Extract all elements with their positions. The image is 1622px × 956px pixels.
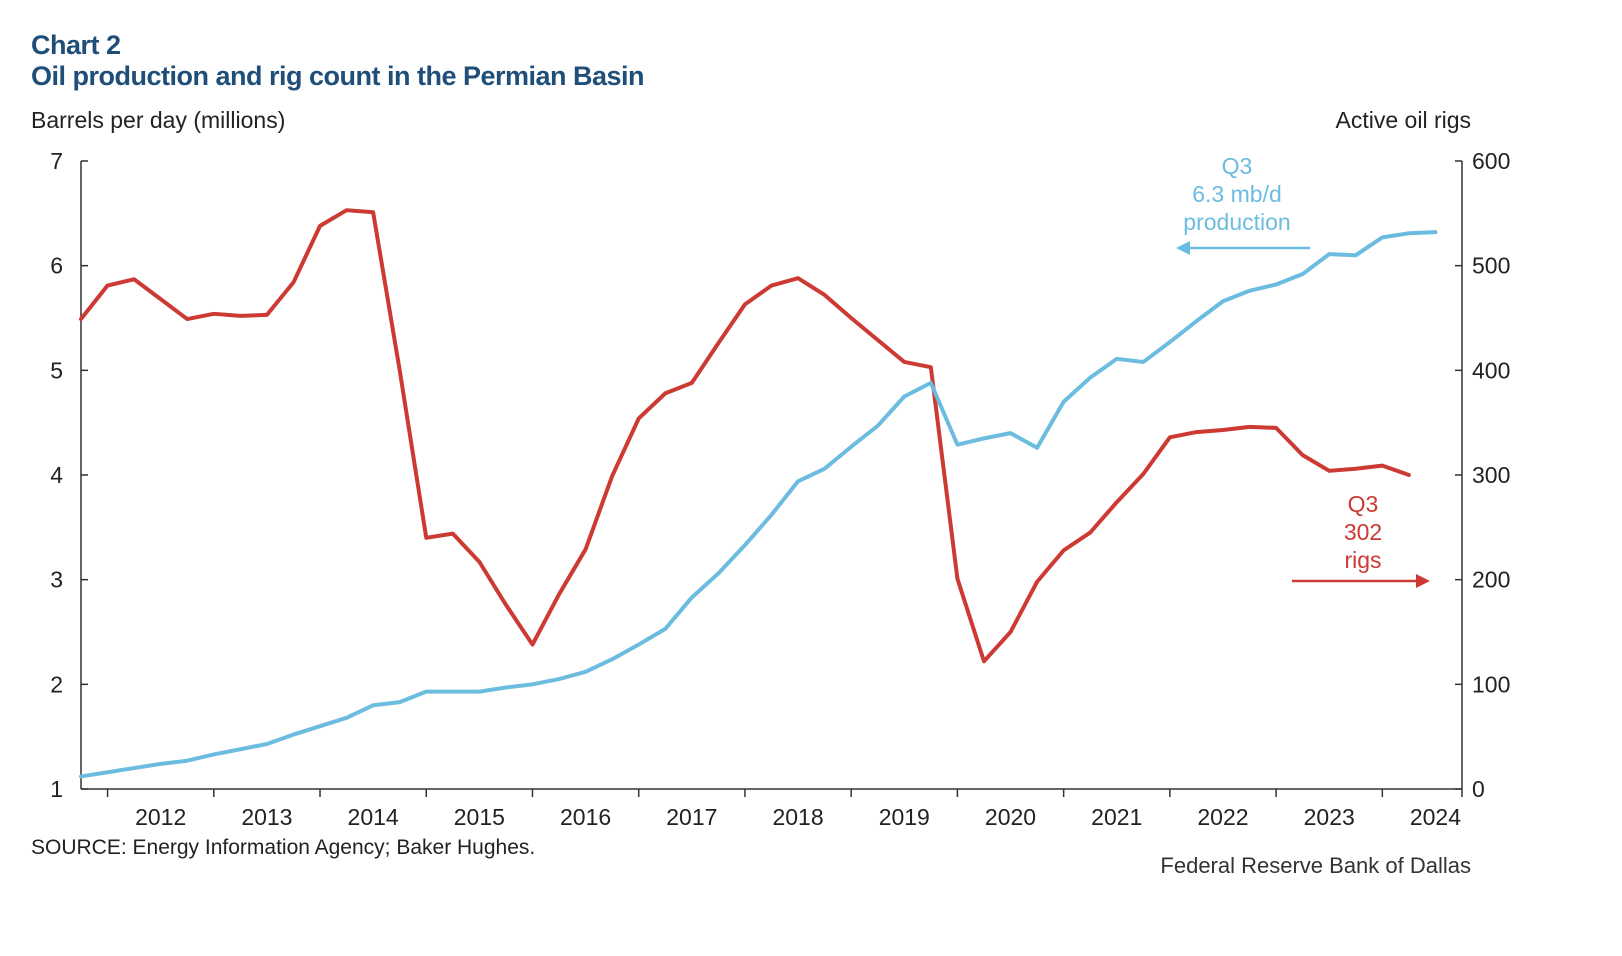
x-tick-label: 2015	[454, 804, 505, 830]
x-tick-label: 2019	[879, 804, 930, 830]
rigs-arrow-head	[1416, 574, 1430, 588]
production-line	[79, 230, 1438, 779]
y-tick-label: 4	[50, 462, 63, 488]
rigs-annotation-text: 302	[1344, 519, 1382, 545]
production-arrow-head	[1176, 241, 1190, 255]
production-annotation-text: Q3	[1222, 153, 1253, 179]
chart-number: Chart 2	[31, 30, 121, 60]
x-tick-label: 2016	[560, 804, 611, 830]
x-tick-label: 2012	[135, 804, 186, 830]
x-tick-label: 2014	[348, 804, 399, 830]
x-tick-label: 2020	[985, 804, 1036, 830]
y2-tick-label: 200	[1472, 567, 1510, 593]
y2-tick-label: 0	[1472, 776, 1485, 802]
left-axis-title: Barrels per day (millions)	[31, 107, 286, 133]
y-tick-label: 2	[50, 671, 63, 697]
y-tick-label: 5	[50, 357, 63, 383]
x-tick-label: 2018	[772, 804, 823, 830]
x-tick-label: 2022	[1197, 804, 1248, 830]
source-note: SOURCE: Energy Information Agency; Baker…	[31, 836, 536, 859]
x-tick-label: 2017	[666, 804, 717, 830]
y-tick-label: 1	[50, 776, 63, 802]
credit-line: Federal Reserve Bank of Dallas	[1160, 853, 1471, 878]
rigs-annotation-text: Q3	[1348, 491, 1379, 517]
chart-title: Oil production and rig count in the Perm…	[31, 61, 645, 91]
rig-count-line	[79, 208, 1411, 664]
y2-tick-label: 100	[1472, 671, 1510, 697]
y-tick-label: 3	[50, 567, 63, 593]
chart-axes: 1 2 3 4 5 6 7 0 100 200 300 400 500 600 2012 2013 2014 20…	[50, 148, 1510, 830]
x-tick-label: 2024	[1410, 804, 1461, 830]
production-annotation-text: production	[1183, 209, 1290, 235]
production-annotation-text: 6.3 mb/d	[1192, 181, 1282, 207]
y-tick-label: 7	[50, 148, 63, 174]
y2-tick-label: 300	[1472, 462, 1510, 488]
chart-series	[79, 208, 1438, 779]
right-axis-title: Active oil rigs	[1335, 107, 1471, 133]
x-tick-label: 2021	[1091, 804, 1142, 830]
y-tick-label: 6	[50, 253, 63, 279]
x-tick-label: 2013	[241, 804, 292, 830]
rigs-annotation-text: rigs	[1344, 547, 1381, 573]
y2-tick-label: 600	[1472, 148, 1510, 174]
x-tick-label: 2023	[1304, 804, 1355, 830]
y2-tick-label: 400	[1472, 357, 1510, 383]
y2-tick-label: 500	[1472, 253, 1510, 279]
